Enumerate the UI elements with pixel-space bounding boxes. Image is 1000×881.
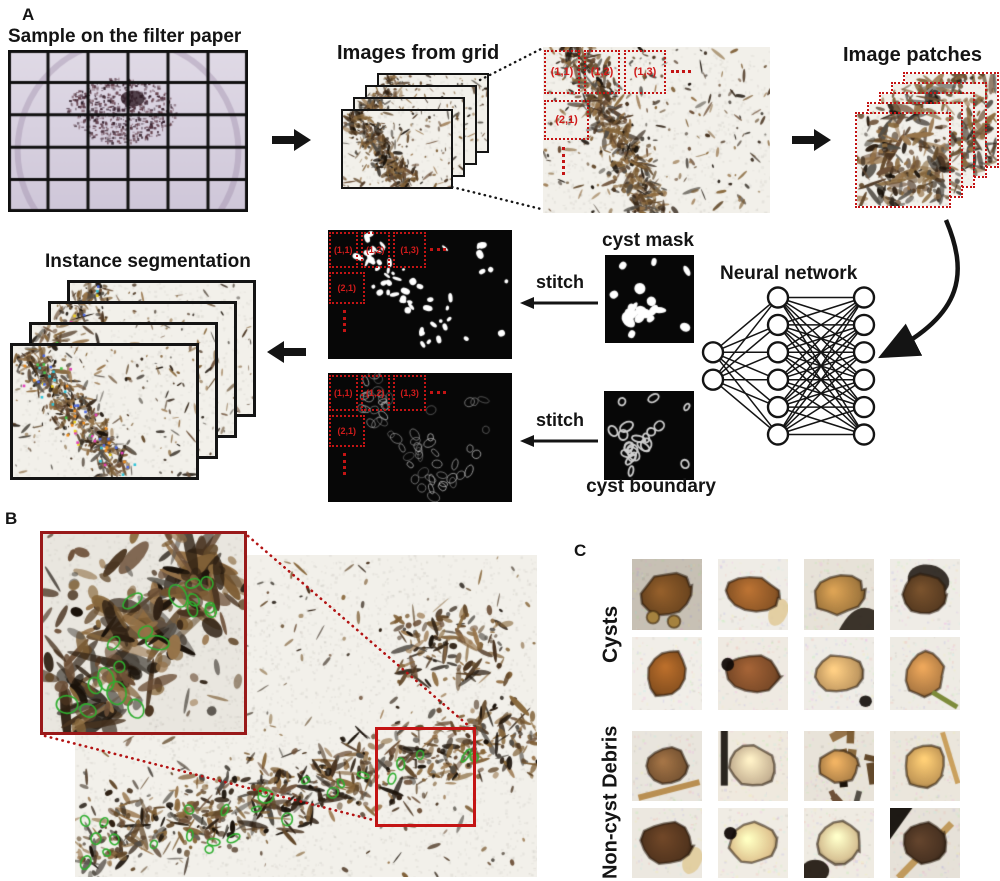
- debris-patch: [804, 808, 874, 878]
- tile-box: (1,1): [328, 375, 358, 411]
- stitch-label-top: stitch: [535, 272, 584, 292]
- zoom-region-rectangle: [375, 727, 476, 827]
- debris-patch: [632, 731, 702, 801]
- dotted-line-grid-to-zoom-bottom: [450, 185, 543, 211]
- debris-patch: [718, 731, 788, 801]
- tile-box: (2,1): [544, 100, 589, 140]
- tile-label: (1,1): [550, 66, 574, 78]
- tile-box: (1,2): [584, 50, 620, 94]
- arrow-right-icon: [272, 129, 311, 151]
- zoom-inset-photo: [43, 534, 244, 732]
- tile-box: (1,3): [392, 375, 427, 411]
- cyst-mask-image: [605, 255, 694, 343]
- cyst-boundary-image: [604, 391, 694, 480]
- stitch-label-bottom: stitch: [535, 410, 584, 430]
- instance-segmentation-title: Instance segmentation: [45, 251, 251, 272]
- tile-label: (1,2): [365, 387, 385, 398]
- tile-label: (1,2): [590, 66, 614, 78]
- tile-label: (1,2): [365, 244, 385, 255]
- debris-patch: [804, 731, 874, 801]
- debris-patch: [718, 808, 788, 878]
- non-cyst-debris-row-label: Non-cyst Debris: [599, 725, 622, 879]
- images-from-grid-title: Images from grid: [337, 42, 500, 64]
- tile-box: (1,3): [624, 50, 666, 94]
- ellipsis-dots-horizontal-icon: [430, 391, 447, 395]
- tile-label: (1,3): [633, 66, 657, 78]
- tile-box: (1,3): [392, 232, 427, 268]
- stitch-arrow-icon: [520, 297, 598, 309]
- tile-label: (1,3): [400, 387, 419, 398]
- ellipsis-dots-horizontal-icon: [430, 248, 447, 252]
- tile-box: (2,1): [328, 415, 365, 448]
- debris-patch: [632, 808, 702, 878]
- tile-grid-overlay: (1,1) (1,2) (1,3) (2,1): [543, 47, 770, 213]
- tile-label: (2,1): [337, 426, 357, 437]
- ellipsis-dots-vertical-icon: [343, 453, 347, 476]
- segmentation-image-front: [10, 343, 199, 480]
- cyst-mask-label: cyst mask: [602, 230, 694, 251]
- zoom-inset-frame: [40, 531, 247, 735]
- tile-box: (1,2): [360, 375, 390, 411]
- stitch-arrow-icon: [520, 435, 598, 447]
- grid-image-front: [341, 109, 453, 189]
- tile-label: (1,1): [333, 387, 353, 398]
- cyst-patch: [804, 559, 874, 630]
- tile-box: (2,1): [328, 272, 365, 305]
- debris-patch: [890, 731, 960, 801]
- panel-b-label: B: [5, 509, 18, 528]
- zoomed-grid-image: [543, 47, 770, 213]
- ellipsis-dots-vertical-icon: [343, 310, 347, 333]
- cyst-patch: [890, 637, 960, 710]
- tile-box: (1,1): [328, 232, 358, 268]
- stitched-cyst-boundary-image: [328, 373, 512, 502]
- tile-grid-overlay: (1,1) (1,2) (1,3) (2,1): [328, 230, 512, 359]
- panel-a-label: A: [22, 5, 35, 24]
- tile-label: (2,1): [555, 114, 578, 126]
- cyst-patch: [632, 637, 702, 710]
- tile-label: (1,1): [333, 244, 353, 255]
- cyst-boundary-label: cyst boundary: [586, 476, 716, 497]
- tile-label: (1,3): [400, 244, 419, 255]
- cyst-patch: [718, 637, 788, 710]
- filter-paper-grid-image: [8, 50, 248, 212]
- cyst-patch: [890, 559, 960, 630]
- stitched-cyst-mask-image: [328, 230, 512, 359]
- arrow-right-icon: [792, 129, 831, 151]
- image-patches-title: Image patches: [843, 44, 982, 66]
- cyst-patch: [632, 559, 702, 630]
- tile-label: (2,1): [337, 283, 357, 294]
- tile-box: (1,2): [360, 232, 390, 268]
- neural-network-label: Neural network: [720, 263, 858, 284]
- image-patch-front: [855, 112, 951, 208]
- tile-box: (1,1): [544, 50, 580, 94]
- arrow-left-icon: [267, 341, 306, 363]
- ellipsis-dots-horizontal-icon: [671, 70, 691, 73]
- panel-c-label: C: [574, 541, 587, 560]
- curved-arrow-icon: [877, 219, 960, 359]
- cyst-patch: [804, 637, 874, 710]
- cysts-row-label: Cysts: [599, 605, 622, 664]
- debris-patch: [890, 808, 960, 878]
- tile-grid-overlay: (1,1) (1,2) (1,3) (2,1): [328, 373, 512, 502]
- neural-network-diagram: [701, 286, 876, 446]
- cyst-patch: [718, 559, 788, 630]
- sample-title: Sample on the filter paper: [8, 26, 242, 47]
- ellipsis-dots-vertical-icon: [562, 147, 565, 175]
